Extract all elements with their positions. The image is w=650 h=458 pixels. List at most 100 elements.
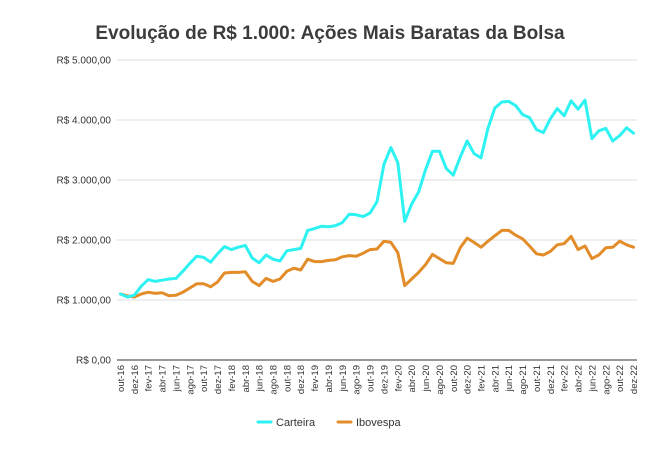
data-point	[382, 240, 386, 243]
data-point	[292, 248, 295, 251]
data-point	[493, 234, 497, 237]
x-tick-label: dez-20	[463, 365, 474, 394]
x-tick-label: dez-22	[629, 365, 640, 394]
data-point	[479, 156, 483, 159]
data-point	[368, 211, 372, 215]
data-point	[535, 252, 538, 255]
data-point	[320, 260, 323, 263]
data-point	[237, 271, 240, 274]
data-point	[556, 243, 559, 246]
data-point	[140, 285, 143, 288]
data-point	[181, 291, 185, 294]
x-tick-label: abr-22	[574, 365, 585, 392]
data-point	[271, 280, 275, 283]
series-carteira	[118, 98, 636, 299]
data-point	[264, 253, 268, 257]
x-tick-label: dez-16	[130, 365, 141, 394]
data-point	[147, 278, 150, 281]
data-point	[327, 259, 330, 262]
legend-item-ibovespa: Ibovespa	[336, 417, 402, 429]
data-point	[452, 262, 455, 265]
x-tick-label: abr-18	[241, 365, 252, 392]
data-point	[202, 282, 205, 285]
series-ibovespa	[118, 228, 636, 299]
data-point	[583, 244, 587, 248]
data-point	[167, 277, 171, 281]
x-tick-label: jun-21	[504, 365, 515, 392]
data-point	[174, 277, 178, 280]
data-point	[167, 294, 171, 297]
legend-label: Ibovespa	[356, 417, 402, 429]
data-point	[459, 246, 462, 249]
data-point	[348, 254, 351, 257]
x-tick-label: fev-20	[393, 365, 404, 391]
data-point	[355, 255, 358, 258]
data-point	[486, 127, 490, 130]
y-tick-label: R$ 5.000,00	[57, 56, 112, 67]
data-point	[493, 106, 497, 110]
data-point	[597, 253, 601, 257]
data-point	[632, 246, 635, 249]
data-point	[382, 163, 386, 166]
data-point	[431, 253, 434, 256]
data-point	[209, 261, 212, 264]
y-tick-label: R$ 0,00	[76, 356, 111, 367]
data-point	[188, 262, 191, 265]
x-tick-label: jun-19	[338, 365, 349, 392]
data-point	[549, 117, 552, 121]
x-tick-label: jun-18	[255, 365, 266, 392]
legend-label: Carteira	[276, 417, 316, 429]
data-point	[500, 100, 503, 104]
data-point	[590, 137, 594, 140]
data-point	[535, 128, 538, 131]
data-point	[313, 227, 316, 230]
x-tick-label: ago-22	[601, 365, 612, 395]
legend-item-carteira: Carteira	[256, 417, 316, 429]
data-point	[542, 131, 545, 134]
data-point	[153, 280, 157, 283]
data-point	[230, 271, 233, 274]
data-point	[361, 215, 365, 218]
data-point	[278, 259, 282, 263]
data-point	[264, 277, 268, 280]
data-point	[292, 267, 295, 270]
data-point	[126, 295, 129, 299]
data-point	[202, 256, 205, 259]
data-point	[257, 261, 261, 264]
x-tick-label: out-18	[282, 365, 293, 392]
legend: Carteira Ibovespa	[256, 417, 402, 429]
data-point	[569, 235, 573, 238]
data-point	[417, 271, 420, 274]
data-point	[521, 237, 524, 240]
data-point	[611, 139, 614, 143]
series-layer	[118, 98, 636, 299]
data-point	[361, 252, 365, 255]
data-point	[195, 255, 198, 258]
data-point	[209, 285, 212, 288]
data-point	[237, 246, 240, 249]
data-point	[216, 280, 219, 284]
x-tick-label: fev-19	[310, 365, 321, 391]
data-point	[528, 116, 531, 119]
data-point	[160, 291, 164, 294]
data-point	[133, 294, 136, 297]
data-point	[542, 253, 545, 257]
data-point	[410, 202, 413, 206]
data-point	[341, 221, 344, 224]
x-tick-label: ago-19	[352, 365, 363, 395]
data-point	[147, 291, 150, 294]
data-point	[618, 134, 621, 137]
y-axis-ticks: R$ 0,00 R$ 1.000,00 R$ 2.000,00 R$ 3.000,00…	[57, 56, 112, 367]
x-tick-label: jun-17	[171, 365, 182, 392]
x-tick-label: abr-19	[324, 365, 335, 392]
data-point	[507, 229, 510, 232]
x-tick-label: abr-20	[407, 365, 418, 392]
data-point	[306, 229, 309, 232]
y-tick-label: R$ 1.000,00	[57, 296, 112, 307]
data-point	[438, 150, 441, 153]
data-point	[465, 139, 469, 143]
data-point	[445, 167, 448, 170]
data-point	[514, 234, 517, 237]
data-point	[299, 268, 302, 272]
data-point	[389, 241, 393, 244]
